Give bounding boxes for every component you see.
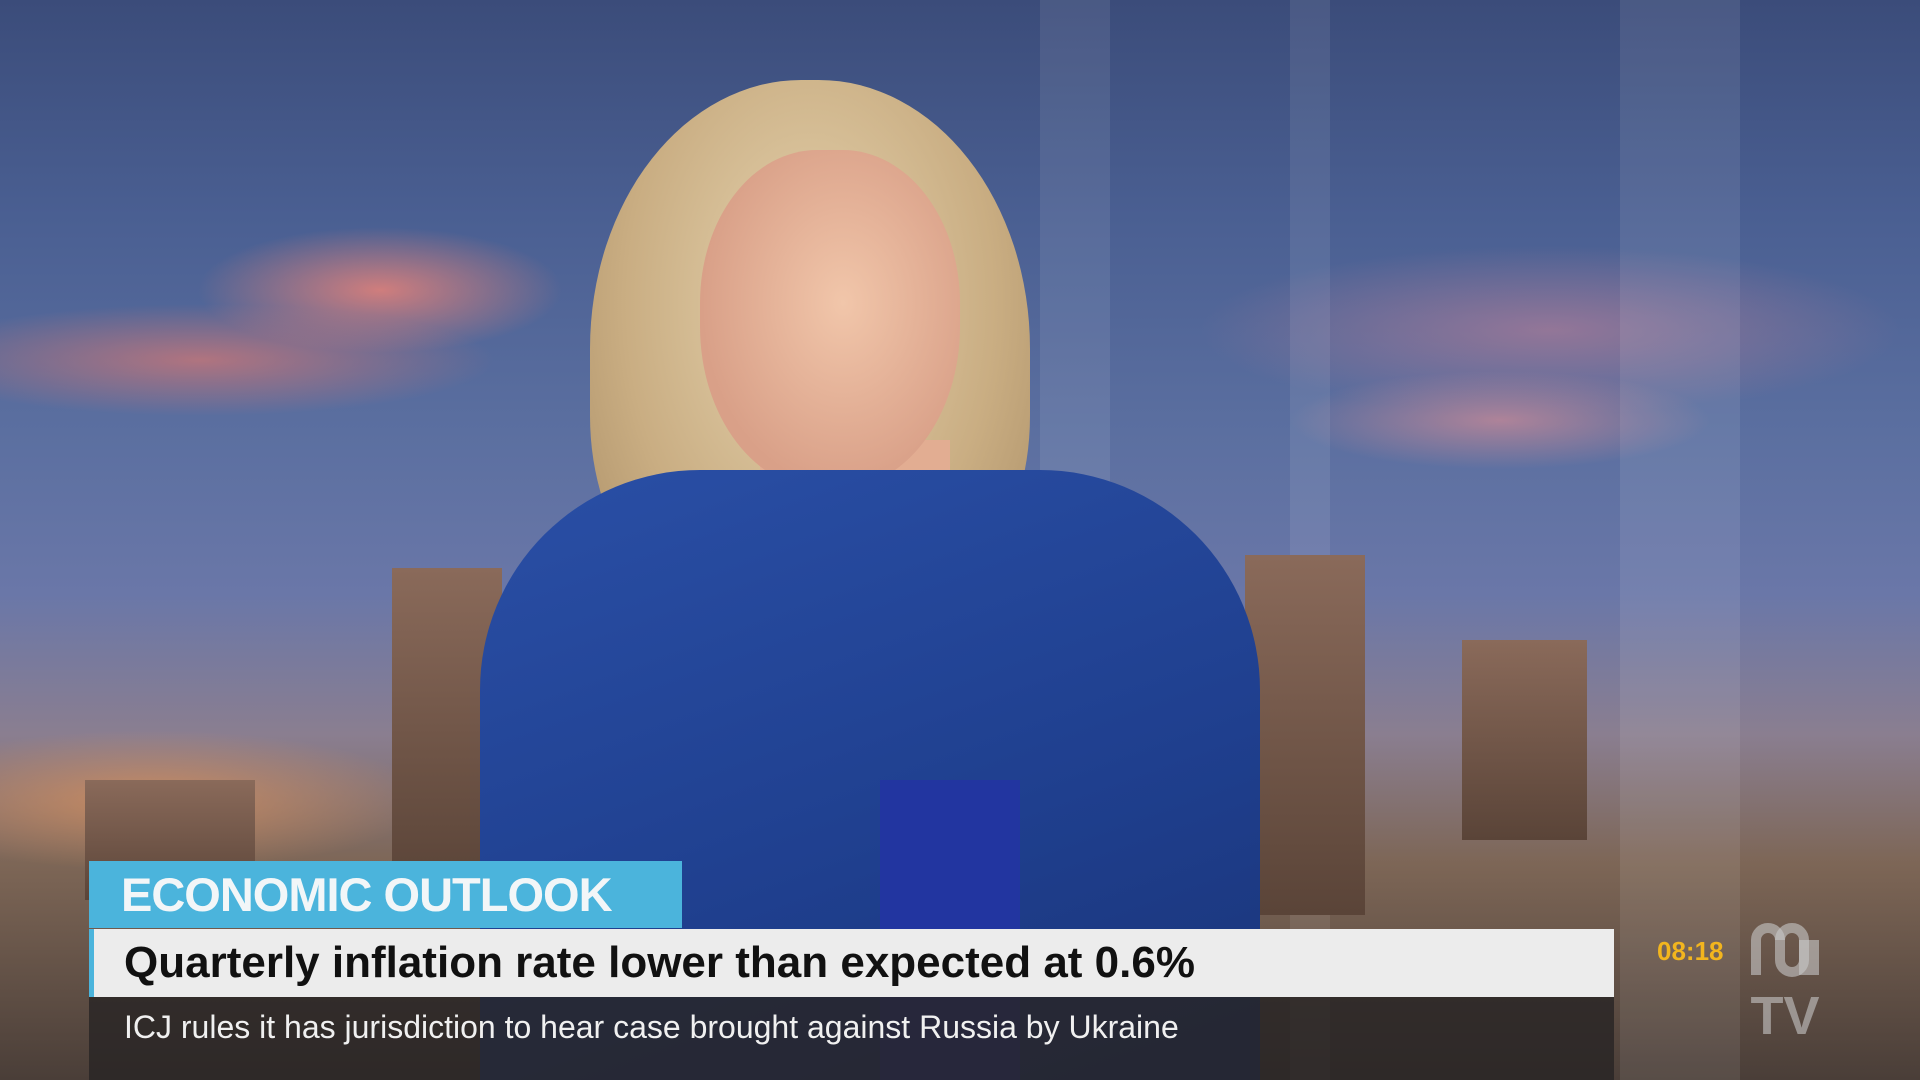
city-building [1245,555,1365,915]
news-ticker: ICJ rules it has jurisdiction to hear ca… [89,997,1614,1080]
presenter-face [700,150,960,490]
glass-panel [1620,0,1740,1080]
clock: 08:18 [1657,936,1724,966]
city-building [1462,640,1587,840]
glass-panel [1290,0,1330,1080]
svg-text:TV: TV [1750,986,1819,1036]
abc-tv-logo: TV [1750,923,1820,1036]
section-label: ECONOMIC OUTLOOK [89,861,682,928]
headline-bar: Quarterly inflation rate lower than expe… [89,929,1614,997]
